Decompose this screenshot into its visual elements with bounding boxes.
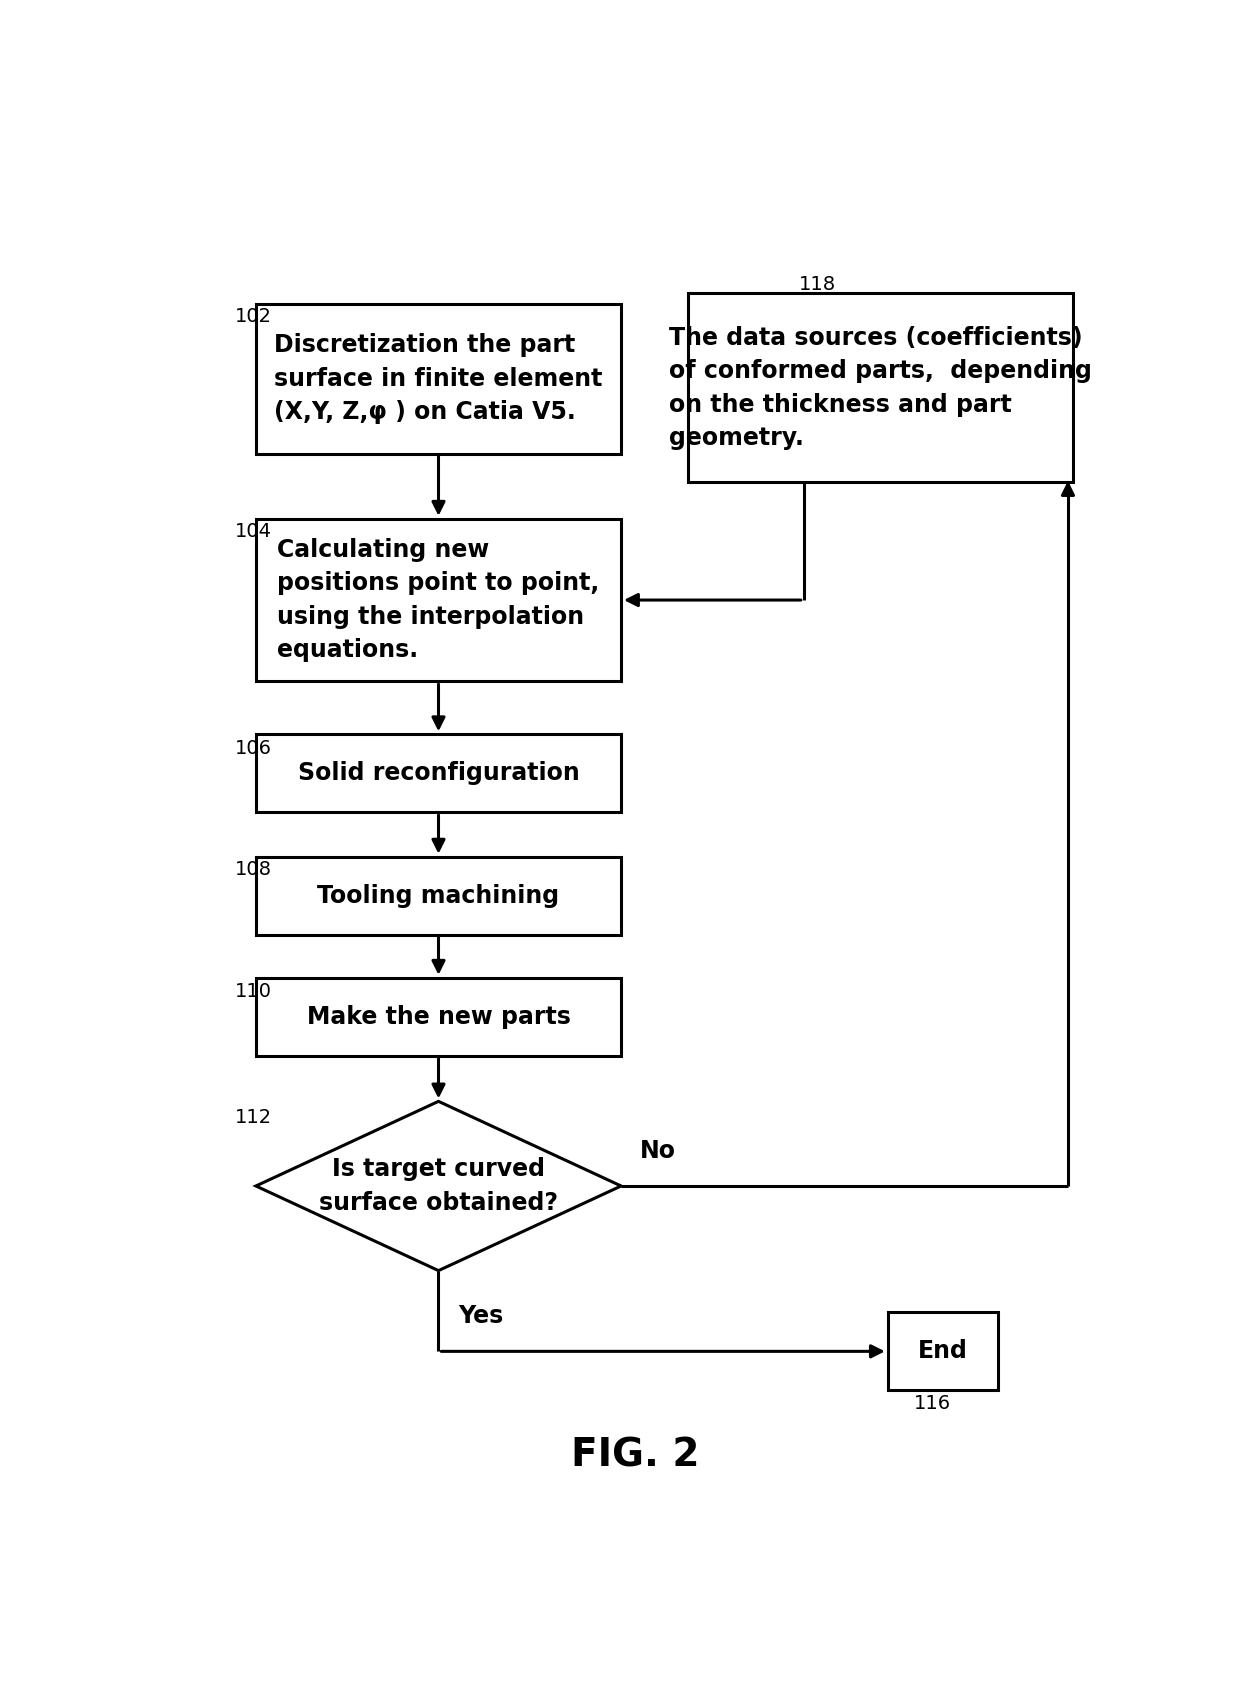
- Polygon shape: [255, 1101, 621, 1270]
- FancyBboxPatch shape: [255, 857, 621, 935]
- Text: The data sources (coefficients)
of conformed parts,  depending
on the thickness : The data sources (coefficients) of confo…: [670, 326, 1092, 450]
- Text: 112: 112: [234, 1108, 272, 1126]
- FancyBboxPatch shape: [888, 1312, 998, 1390]
- Text: No: No: [640, 1138, 676, 1162]
- Text: Solid reconfiguration: Solid reconfiguration: [298, 761, 579, 785]
- FancyBboxPatch shape: [255, 734, 621, 812]
- Text: 106: 106: [234, 739, 272, 758]
- Text: 104: 104: [234, 523, 272, 541]
- Text: End: End: [918, 1339, 968, 1363]
- Text: 108: 108: [234, 861, 272, 879]
- Text: 116: 116: [914, 1395, 951, 1414]
- FancyBboxPatch shape: [688, 294, 1073, 482]
- Text: Yes: Yes: [458, 1304, 503, 1327]
- FancyBboxPatch shape: [255, 977, 621, 1055]
- Text: Discretization the part
surface in finite element
(X,Y, Z,φ ) on Catia V5.: Discretization the part surface in finit…: [274, 333, 603, 424]
- Text: 110: 110: [234, 981, 272, 1001]
- FancyBboxPatch shape: [255, 304, 621, 453]
- Text: Is target curved
surface obtained?: Is target curved surface obtained?: [319, 1157, 558, 1214]
- Text: Make the new parts: Make the new parts: [306, 1004, 570, 1028]
- FancyBboxPatch shape: [255, 519, 621, 681]
- Text: 118: 118: [799, 274, 836, 294]
- Text: FIG. 2: FIG. 2: [572, 1437, 699, 1475]
- Text: Tooling machining: Tooling machining: [317, 884, 559, 908]
- Text: Calculating new
positions point to point,
using the interpolation
equations.: Calculating new positions point to point…: [278, 538, 600, 663]
- Text: 102: 102: [234, 308, 272, 326]
